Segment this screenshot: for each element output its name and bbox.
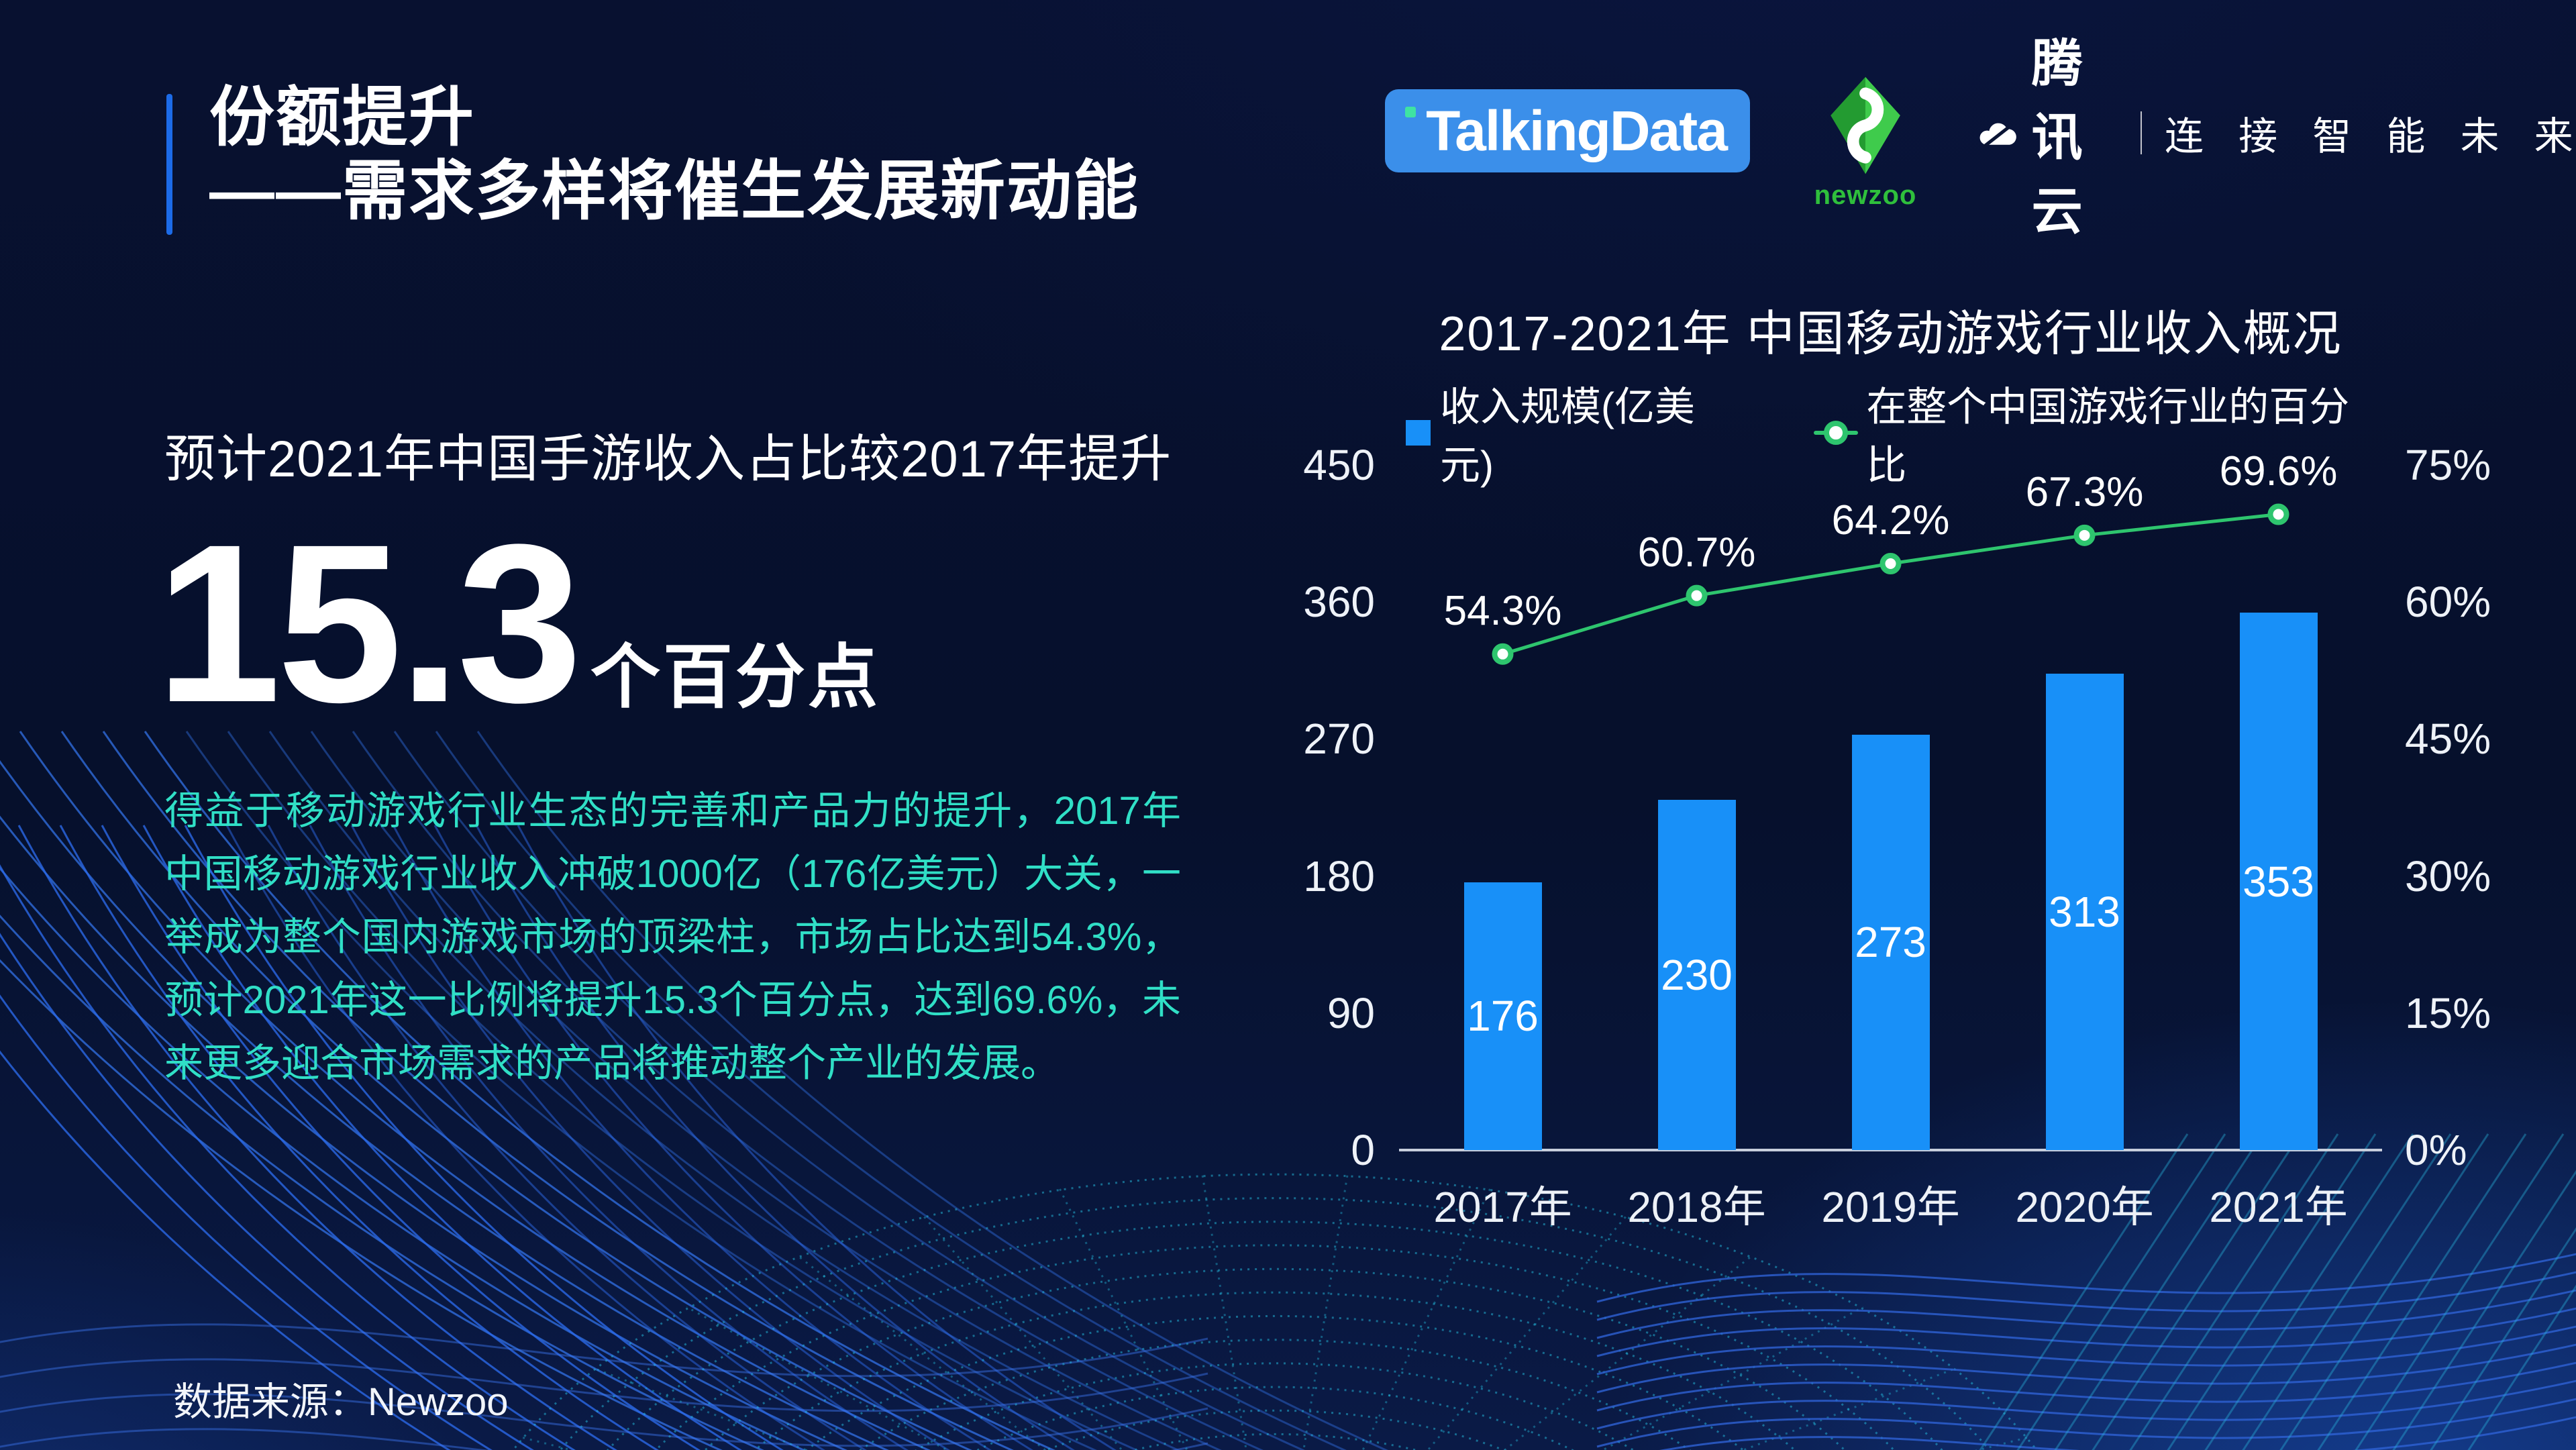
left-axis-tick: 180 — [1303, 851, 1375, 900]
newzoo-logo-text: newzoo — [1814, 180, 1917, 210]
right-axis-tick: 60% — [2405, 578, 2491, 627]
talkingdata-logo-text: TalkingData — [1426, 99, 1728, 162]
x-axis-category-label: 2017年 — [1433, 1183, 1572, 1231]
talkingdata-logo: TalkingData — [1385, 89, 1750, 172]
line-point — [1492, 643, 1514, 665]
left-axis-tick: 360 — [1303, 578, 1375, 627]
x-axis-category-label: 2020年 — [2015, 1183, 2154, 1231]
line-point — [2073, 524, 2096, 546]
tencent-cloud-separator — [2141, 111, 2142, 154]
x-axis-category-label: 2018年 — [1627, 1183, 1766, 1231]
line-point-label: 64.2% — [1831, 497, 1950, 544]
page-title: 份额提升 ——需求多样将催生发展新动能 — [209, 81, 1139, 228]
bar-value-label: 313 — [2049, 887, 2120, 936]
newzoo-diamond-icon — [1831, 76, 1900, 174]
title-accent-bar — [166, 94, 172, 235]
title-line-1: 份额提升 — [209, 81, 475, 154]
bar-value-label: 176 — [1467, 992, 1539, 1041]
percentage-line-series — [1492, 503, 2289, 665]
right-axis-tick: 45% — [2405, 715, 2491, 764]
right-axis-tick: 0% — [2405, 1126, 2467, 1174]
bar-value-label: 353 — [2243, 857, 2314, 906]
bar: 176 — [1463, 882, 1542, 1150]
x-axis-category-label: 2019年 — [1821, 1183, 1960, 1231]
big-number: 15.3 — [156, 498, 582, 749]
data-source-note: 数据来源：Newzoo — [173, 1380, 509, 1424]
line-point — [1879, 553, 1902, 575]
chart-legend: 收入规模(亿美元) 在整个中国游戏行业的百分比 — [1406, 374, 2375, 491]
newzoo-logo: newzoo — [1812, 75, 1919, 211]
line-point-label: 69.6% — [2219, 448, 2338, 495]
tencent-cloud-brand-text: 腾讯云 — [2031, 36, 2083, 240]
bar: 273 — [1851, 734, 1930, 1150]
line-point-label: 54.3% — [1443, 587, 1562, 634]
line-point — [1686, 584, 1708, 607]
big-number-row: 15.3 个百分点 — [156, 511, 880, 737]
legend-label-line: 在整个中国游戏行业的百分比 — [1866, 384, 2350, 488]
left-axis-tick: 270 — [1303, 715, 1375, 764]
bar: 353 — [2239, 613, 2318, 1150]
bar-series-swatch-icon — [1406, 420, 1431, 446]
line-point — [2267, 503, 2289, 525]
left-axis-tick: 0 — [1351, 1126, 1375, 1174]
chart-title: 2017-2021年 中国移动游戏行业收入概况 — [1439, 307, 2342, 361]
x-axis-category-label: 2021年 — [2209, 1183, 2348, 1231]
right-axis-tick: 30% — [2405, 851, 2491, 900]
lead-text: 预计2021年中国手游收入占比较2017年提升 — [164, 431, 1172, 488]
legend-item-line: 在整个中国游戏行业的百分比 — [1814, 374, 2375, 491]
legend-item-bar: 收入规模(亿美元) — [1406, 374, 1740, 491]
left-axis-tick: 90 — [1327, 988, 1375, 1037]
bar-value-label: 273 — [1855, 918, 1926, 967]
right-axis-tick: 15% — [2405, 988, 2491, 1037]
right-axis-tick: 75% — [2405, 441, 2491, 489]
legend-label-bar: 收入规模(亿美元) — [1439, 384, 1695, 488]
bar: 313 — [2045, 673, 2124, 1150]
line-point-label: 67.3% — [2025, 468, 2144, 515]
body-paragraph: 得益于移动游戏行业生态的完善和产品力的提升，2017年中国移动游戏行业收入冲破1… — [164, 789, 1181, 1085]
tencent-cloud-tagline: 连 接 智 能 未 来 — [2165, 115, 2576, 158]
talkingdata-tick-icon — [1405, 107, 1416, 117]
big-number-unit: 个百分点 — [590, 639, 880, 717]
line-series-marker-icon — [1814, 421, 1859, 445]
tencent-cloud-icon — [1979, 123, 2016, 148]
tencent-cloud-logo: 腾讯云 连 接 智 能 未 来 — [1976, 36, 2576, 240]
x-axis-line — [1399, 1149, 2382, 1151]
left-axis-tick: 450 — [1303, 441, 1375, 489]
title-line-2: ——需求多样将催生发展新动能 — [209, 154, 1139, 227]
plot-area: 450 360 270 180 90 0 75% 60% 45% 30% 15% 0% 176 2017年… — [1303, 441, 2491, 1231]
line-point-label: 60.7% — [1637, 529, 1756, 576]
bar-value-label: 230 — [1661, 951, 1733, 1000]
bar: 230 — [1657, 800, 1736, 1150]
